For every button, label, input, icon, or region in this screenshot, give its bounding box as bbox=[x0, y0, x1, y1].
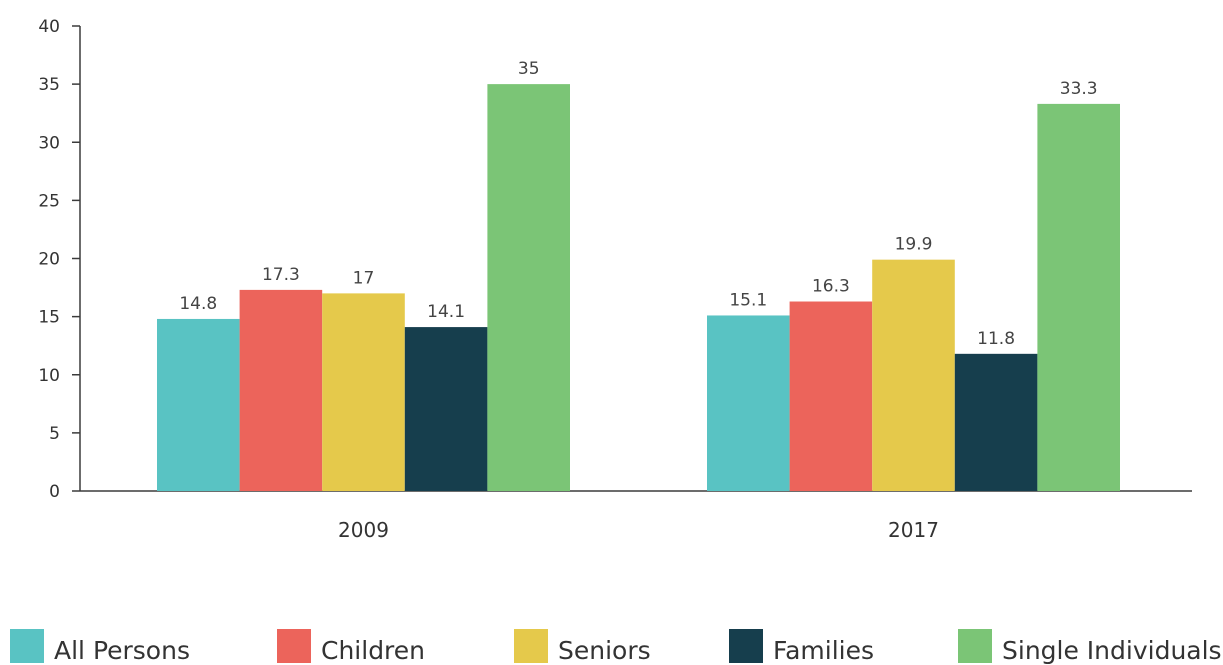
data-label: 17 bbox=[353, 268, 375, 288]
data-label: 15.1 bbox=[729, 290, 767, 310]
data-label: 11.8 bbox=[977, 329, 1015, 349]
bar-children-2017 bbox=[789, 301, 873, 491]
y-tick-label: 20 bbox=[38, 250, 60, 270]
data-label: 14.8 bbox=[179, 294, 217, 314]
bar-children-2009 bbox=[239, 289, 323, 491]
legend-swatch bbox=[277, 629, 311, 663]
data-label: 33.3 bbox=[1060, 79, 1098, 99]
data-label: 19.9 bbox=[895, 235, 933, 255]
y-tick-label: 35 bbox=[38, 75, 60, 95]
legend-label: Families bbox=[773, 636, 874, 665]
legend-label: All Persons bbox=[54, 636, 190, 665]
bar-single-individuals-2017 bbox=[1037, 103, 1120, 491]
bar-all-persons-2017 bbox=[707, 315, 790, 491]
legend-swatch bbox=[514, 629, 548, 663]
legend-label: Children bbox=[321, 636, 425, 665]
data-label: 16.3 bbox=[812, 277, 850, 297]
y-tick-label: 5 bbox=[49, 424, 60, 444]
bar-seniors-2017 bbox=[872, 259, 955, 491]
legend-label: Single Individuals bbox=[1002, 636, 1222, 665]
data-label: 14.1 bbox=[427, 302, 465, 322]
bar-families-2009 bbox=[404, 327, 488, 491]
y-tick-label: 10 bbox=[38, 366, 60, 386]
legend-label: Seniors bbox=[558, 636, 651, 665]
legend-swatch bbox=[729, 629, 763, 663]
y-tick-label: 25 bbox=[38, 191, 60, 211]
data-label: 35 bbox=[518, 59, 540, 79]
data-label: 17.3 bbox=[262, 265, 300, 285]
bar-families-2017 bbox=[954, 353, 1038, 491]
x-tick-label: 2009 bbox=[338, 518, 389, 542]
bar-seniors-2009 bbox=[322, 293, 405, 491]
y-tick-label: 0 bbox=[49, 482, 60, 502]
y-tick-label: 30 bbox=[38, 133, 60, 153]
legend-swatch bbox=[10, 629, 44, 663]
bar-all-persons-2009 bbox=[157, 318, 240, 491]
legend-swatch bbox=[958, 629, 992, 663]
y-tick-label: 15 bbox=[38, 308, 60, 328]
bar-single-individuals-2009 bbox=[487, 84, 570, 491]
y-tick-label: 40 bbox=[38, 17, 60, 37]
x-tick-label: 2017 bbox=[888, 518, 939, 542]
